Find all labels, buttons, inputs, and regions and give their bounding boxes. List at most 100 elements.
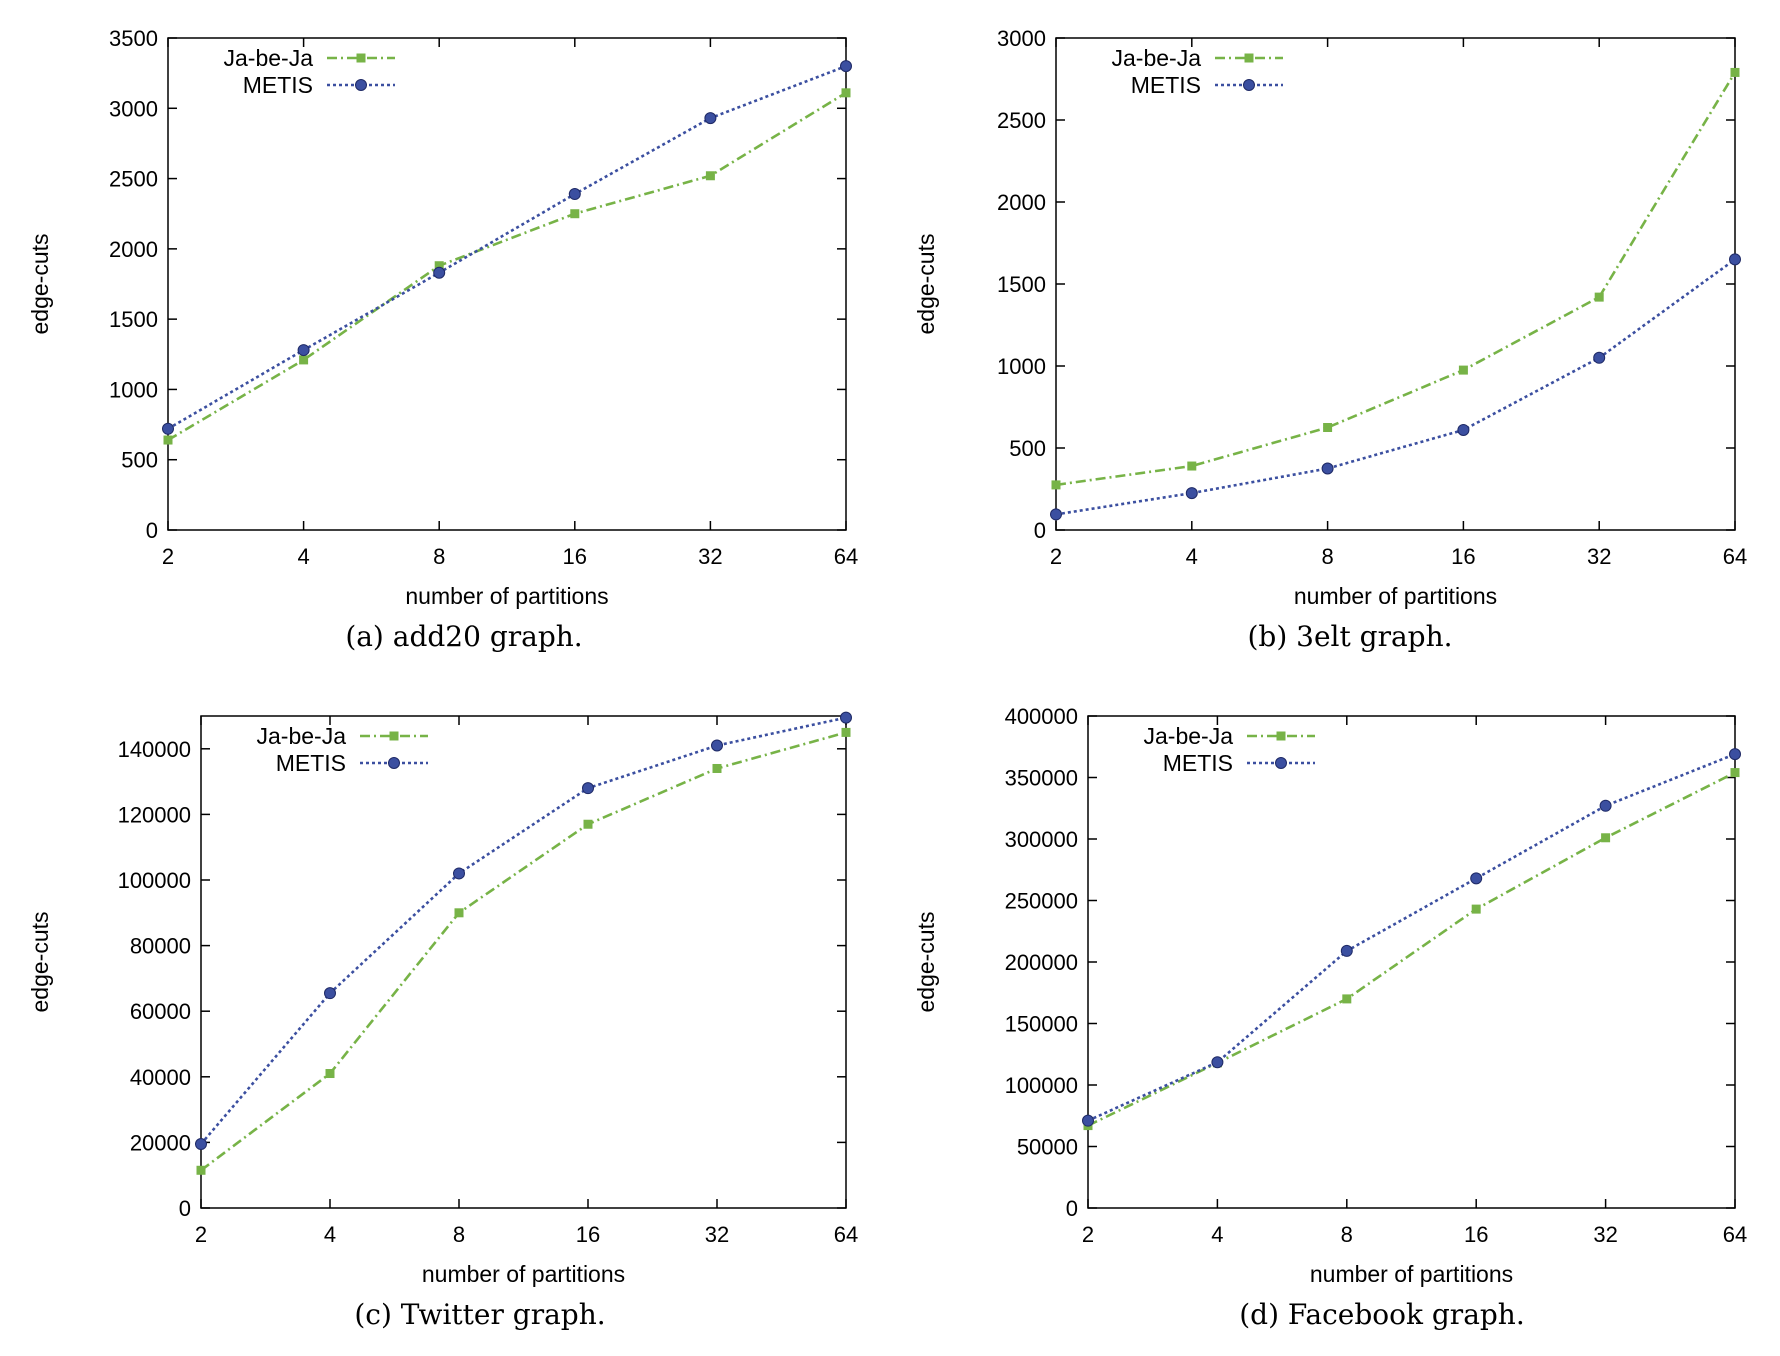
data-point — [712, 763, 722, 773]
data-point — [1185, 487, 1198, 500]
legend-marker — [388, 757, 400, 769]
caption: (a) add20 graph. — [345, 620, 582, 653]
series-metis — [1082, 748, 1741, 1127]
data-point — [705, 171, 715, 181]
data-point — [453, 867, 465, 880]
x-tick-label: 2 — [195, 1222, 207, 1247]
y-tick-label: 100000 — [1005, 1073, 1078, 1098]
legend-label: METIS — [1131, 72, 1201, 98]
data-point — [454, 908, 464, 918]
y-axis-title: edge-cuts — [913, 233, 939, 334]
y-tick-label: 100000 — [118, 868, 191, 893]
data-point — [1458, 365, 1468, 375]
legend-label: Ja-be-Ja — [224, 45, 314, 71]
y-tick-label: 1500 — [997, 272, 1046, 297]
data-point — [1082, 1114, 1094, 1127]
x-tick-label: 32 — [1593, 1222, 1617, 1247]
legend-label: METIS — [276, 750, 346, 776]
data-point — [299, 355, 309, 365]
y-tick-label: 2000 — [997, 190, 1046, 215]
legend-marker — [1275, 757, 1287, 769]
y-tick-label: 50000 — [1017, 1135, 1078, 1160]
data-point — [433, 266, 446, 279]
y-tick-label: 2500 — [109, 167, 158, 192]
y-tick-label: 0 — [1066, 1196, 1078, 1221]
y-tick-label: 350000 — [1005, 766, 1078, 791]
x-tick-label: 64 — [834, 544, 858, 569]
data-point — [163, 435, 173, 445]
y-tick-label: 140000 — [118, 737, 191, 762]
data-point — [195, 1138, 207, 1151]
data-point — [434, 261, 444, 271]
x-tick-label: 16 — [1451, 544, 1475, 569]
y-tick-label: 1000 — [109, 377, 158, 402]
series-line — [200, 716, 847, 1145]
data-point — [1471, 904, 1481, 914]
series-line — [1055, 258, 1736, 516]
series-metis — [162, 60, 852, 435]
series-line — [200, 731, 847, 1172]
y-axis-title: edge-cuts — [27, 233, 53, 334]
data-point — [1340, 944, 1353, 957]
x-tick-label: 8 — [433, 544, 445, 569]
x-tick-label: 2 — [1082, 1222, 1094, 1247]
data-point — [325, 1069, 335, 1079]
data-point — [162, 422, 174, 435]
data-point — [582, 782, 594, 795]
y-tick-label: 3500 — [109, 26, 158, 51]
legend-label: Ja-be-Ja — [1112, 45, 1202, 71]
data-point — [841, 727, 851, 737]
x-tick-label: 64 — [834, 1222, 858, 1247]
data-point — [1187, 461, 1197, 471]
data-point — [196, 1165, 206, 1175]
x-axis-title: number of partitions — [422, 1261, 625, 1287]
legend-marker — [389, 731, 399, 741]
x-tick-label: 16 — [1464, 1222, 1488, 1247]
x-axis-title: number of partitions — [1310, 1261, 1513, 1287]
plot-frame — [1055, 37, 1736, 531]
x-tick-label: 4 — [324, 1222, 336, 1247]
legend-marker — [1243, 79, 1255, 91]
series-ja-be-ja — [1083, 768, 1740, 1131]
data-point — [1321, 462, 1334, 475]
chart-b: 0 500 1000 1500 2000 2500 3000 2 4 8 16 32 64 number … — [913, 26, 1747, 653]
data-point — [1342, 994, 1352, 1004]
legend-label: Ja-be-Ja — [1144, 723, 1234, 749]
y-tick-label: 3000 — [997, 26, 1046, 51]
x-tick-label: 2 — [162, 544, 174, 569]
data-point — [568, 188, 581, 201]
legend-marker — [1276, 731, 1286, 741]
y-tick-label: 120000 — [118, 802, 191, 827]
y-tick-label: 300000 — [1005, 827, 1078, 852]
data-point — [1729, 253, 1741, 266]
y-tick-label: 2000 — [109, 237, 158, 262]
legend-marker — [355, 79, 367, 91]
x-tick-label: 64 — [1723, 1222, 1747, 1247]
legend-label: Ja-be-Ja — [257, 723, 347, 749]
data-point — [1730, 67, 1740, 77]
data-point — [1730, 768, 1740, 778]
x-tick-label: 64 — [1723, 544, 1747, 569]
plot-frame — [1087, 715, 1736, 1209]
series-ja-be-ja — [163, 88, 851, 445]
series-metis — [1050, 253, 1741, 521]
y-tick-label: 250000 — [1005, 889, 1078, 914]
x-tick-label: 8 — [1321, 544, 1333, 569]
data-point — [1599, 799, 1612, 812]
y-tick-label: 0 — [179, 1196, 191, 1221]
x-axis-title: number of partitions — [405, 583, 608, 609]
series-metis — [195, 711, 852, 1151]
x-tick-label: 4 — [297, 544, 309, 569]
y-tick-label: 0 — [1034, 518, 1046, 543]
y-tick-label: 150000 — [1005, 1012, 1078, 1037]
data-point — [324, 987, 336, 1000]
y-tick-label: 3000 — [109, 96, 158, 121]
caption: (b) 3elt graph. — [1247, 620, 1452, 653]
data-point — [1323, 423, 1333, 432]
y-tick-label: 1000 — [997, 354, 1046, 379]
x-tick-label: 8 — [453, 1222, 465, 1247]
